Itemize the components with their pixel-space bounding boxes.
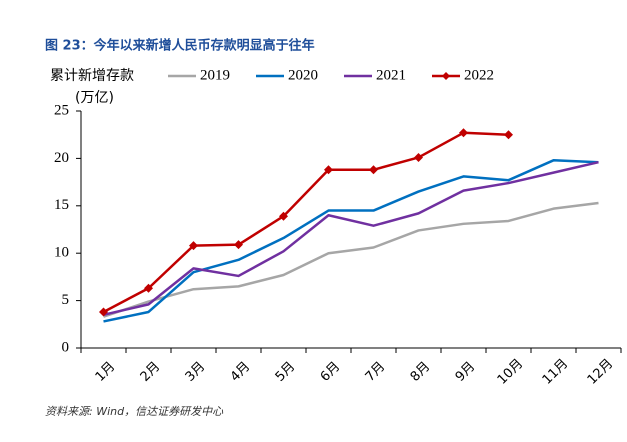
x-tick-label: 12月: [585, 356, 616, 387]
series-marker: [99, 307, 108, 317]
legend-label: 2019: [200, 67, 230, 83]
x-tick-label: 7月: [363, 359, 389, 385]
series-marker: [369, 165, 378, 175]
series-marker: [504, 130, 513, 140]
x-tick-label: 5月: [273, 359, 299, 385]
x-tick-label: 3月: [183, 359, 209, 385]
y-tick-label: 10: [54, 245, 69, 261]
y-tick-label: 20: [54, 150, 69, 166]
x-tick-label: 6月: [318, 359, 344, 385]
series-marker: [279, 211, 288, 221]
series-marker: [189, 241, 198, 251]
y-tick-label: 15: [54, 197, 69, 213]
x-tick-label: 11月: [540, 356, 571, 387]
y-tick-label: 25: [54, 102, 69, 118]
x-tick-label: 10月: [495, 356, 526, 387]
legend-label: 2020: [288, 67, 318, 83]
series-marker: [234, 240, 243, 250]
y-tick-label: 5: [62, 292, 70, 308]
series-line: [103, 160, 599, 317]
series-marker: [324, 165, 333, 175]
legend-marker: [442, 72, 450, 80]
legend-label: 2022: [464, 67, 494, 83]
legend-label: 2021: [376, 67, 406, 83]
x-tick-label: 9月: [453, 359, 479, 385]
y-tick-label: 0: [62, 339, 70, 355]
series-marker: [459, 128, 468, 138]
series-marker: [144, 283, 153, 293]
x-tick-label: 1月: [93, 359, 119, 385]
y-axis-label: (万亿): [75, 90, 114, 106]
chart-title: 图 23：今年以来新增人民币存款明显高于往年: [45, 38, 315, 54]
series-marker: [414, 152, 423, 162]
x-tick-label: 8月: [408, 359, 434, 385]
source: 资料来源: Wind，信达证券研发中心: [45, 405, 224, 418]
x-tick-label: 4月: [228, 359, 254, 385]
x-tick-label: 2月: [138, 359, 164, 385]
series-line: [103, 159, 599, 323]
series-line: [102, 131, 509, 314]
legend-title: 累计新增存款: [50, 68, 134, 84]
series-line: [103, 201, 599, 318]
